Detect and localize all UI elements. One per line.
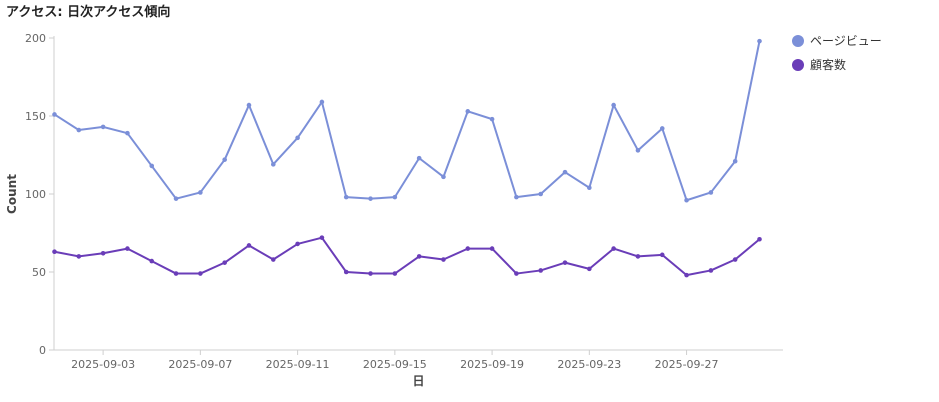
data-point[interactable] (392, 271, 398, 276)
legend-item[interactable]: ページビュー (792, 34, 882, 48)
data-point[interactable] (52, 112, 57, 117)
data-point[interactable] (708, 190, 714, 195)
data-point[interactable] (295, 241, 300, 247)
data-point[interactable] (684, 197, 689, 203)
data-point[interactable] (416, 254, 422, 259)
data-point[interactable] (319, 99, 325, 105)
data-point[interactable] (198, 190, 203, 195)
data-point[interactable] (173, 271, 179, 276)
data-point[interactable] (441, 257, 446, 262)
data-point[interactable] (635, 254, 641, 259)
data-point[interactable] (684, 272, 689, 278)
data-point[interactable] (514, 194, 519, 200)
series-line (54, 236, 761, 277)
data-point[interactable] (659, 252, 665, 258)
y-tick-label: 0 (39, 344, 46, 357)
data-point[interactable] (611, 102, 616, 108)
data-point[interactable] (125, 246, 130, 251)
y-axis-title: Count (5, 174, 19, 214)
data-point[interactable] (538, 268, 544, 273)
x-axis: 2025-09-03 2025-09-07 2025-09-11 2025-09-15… (54, 349, 783, 371)
data-point[interactable] (465, 246, 471, 251)
data-point[interactable] (489, 246, 495, 251)
y-tick-label: 50 (32, 266, 46, 279)
x-tick-label: 2025-09-23 (557, 358, 621, 371)
x-tick-label: 2025-09-03 (71, 358, 135, 371)
data-point[interactable] (222, 157, 227, 162)
data-point[interactable] (659, 126, 665, 131)
legend-label: ページビュー (810, 34, 882, 48)
data-point[interactable] (270, 257, 276, 262)
x-tick-label: 2025-09-19 (460, 358, 524, 371)
data-point[interactable] (368, 196, 373, 201)
data-point[interactable] (514, 271, 519, 276)
data-point[interactable] (392, 194, 398, 200)
x-tick-label: 2025-09-27 (655, 358, 719, 371)
x-tick-label: 2025-09-15 (363, 358, 427, 371)
data-point[interactable] (562, 169, 568, 175)
legend-item[interactable]: 顧客数 (792, 57, 846, 72)
data-point[interactable] (732, 257, 738, 262)
legend-swatch (792, 35, 804, 47)
y-tick-label: 200 (25, 32, 46, 45)
data-point[interactable] (635, 148, 641, 153)
data-point[interactable] (246, 243, 252, 248)
y-tick-label: 150 (25, 110, 46, 123)
data-point[interactable] (343, 194, 349, 200)
data-point[interactable] (295, 135, 300, 141)
series-2 (52, 235, 762, 278)
legend-label: 顧客数 (810, 57, 846, 72)
y-axis: 0 50 100 150 200 (25, 32, 55, 357)
data-point[interactable] (587, 185, 592, 191)
data-point[interactable] (100, 250, 106, 256)
data-point[interactable] (319, 235, 325, 240)
data-point[interactable] (368, 271, 373, 276)
data-point[interactable] (538, 191, 544, 197)
series-1 (52, 38, 762, 203)
data-point[interactable] (246, 102, 252, 108)
data-point[interactable] (489, 116, 495, 122)
data-point[interactable] (149, 258, 155, 264)
data-point[interactable] (125, 130, 130, 136)
legend-swatch (792, 59, 804, 71)
data-point[interactable] (76, 254, 82, 259)
data-point[interactable] (757, 38, 762, 44)
data-point[interactable] (465, 109, 471, 114)
data-point[interactable] (757, 236, 762, 242)
data-point[interactable] (76, 127, 82, 133)
data-point[interactable] (343, 269, 349, 275)
data-point[interactable] (611, 246, 616, 251)
series-line (53, 40, 761, 202)
data-point[interactable] (441, 174, 446, 180)
data-point[interactable] (100, 124, 106, 130)
data-point[interactable] (732, 158, 738, 164)
data-point[interactable] (587, 266, 592, 272)
x-axis-title: 日 (412, 374, 424, 388)
data-point[interactable] (198, 271, 203, 276)
x-tick-label: 2025-09-07 (168, 358, 232, 371)
data-point[interactable] (173, 196, 179, 201)
x-tick-label: 2025-09-11 (266, 358, 330, 371)
data-point[interactable] (416, 155, 422, 161)
data-point[interactable] (52, 249, 57, 255)
chart-title: アクセス: 日次アクセス傾向 (6, 5, 171, 20)
series-layer (52, 38, 762, 278)
data-point[interactable] (149, 163, 155, 169)
data-point[interactable] (708, 268, 714, 273)
data-point[interactable] (562, 260, 568, 265)
data-point[interactable] (222, 260, 227, 265)
y-tick-label: 100 (25, 188, 46, 201)
data-point[interactable] (270, 162, 276, 167)
